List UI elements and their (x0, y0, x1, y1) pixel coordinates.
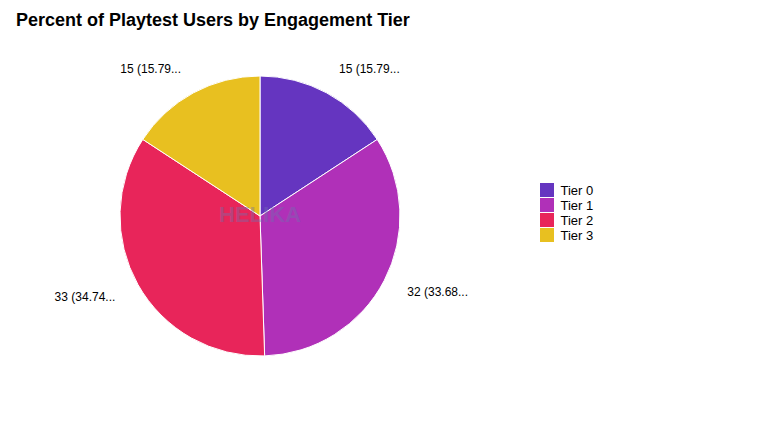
html-text:Tier 3: Tier 3 (560, 227, 594, 243)
svg-text:15 (15.79...: 15 (15.79... (120, 62, 181, 76)
svg-text:HELIKA: HELIKA (219, 202, 301, 227)
html-text:Tier 1: Tier 1 (560, 197, 594, 213)
html-text:Percent of Playtest Users by E: Percent of Playtest Users by Engagement … (16, 10, 410, 30)
html-text:Tier 0: Tier 0 (560, 182, 594, 198)
svg-text:33 (34.74...: 33 (34.74... (55, 290, 116, 304)
svg-text:32 (33.68...: 32 (33.68... (407, 285, 468, 299)
svg-text:15 (15.79...: 15 (15.79... (339, 62, 400, 76)
html-text:Tier 2: Tier 2 (560, 212, 594, 228)
